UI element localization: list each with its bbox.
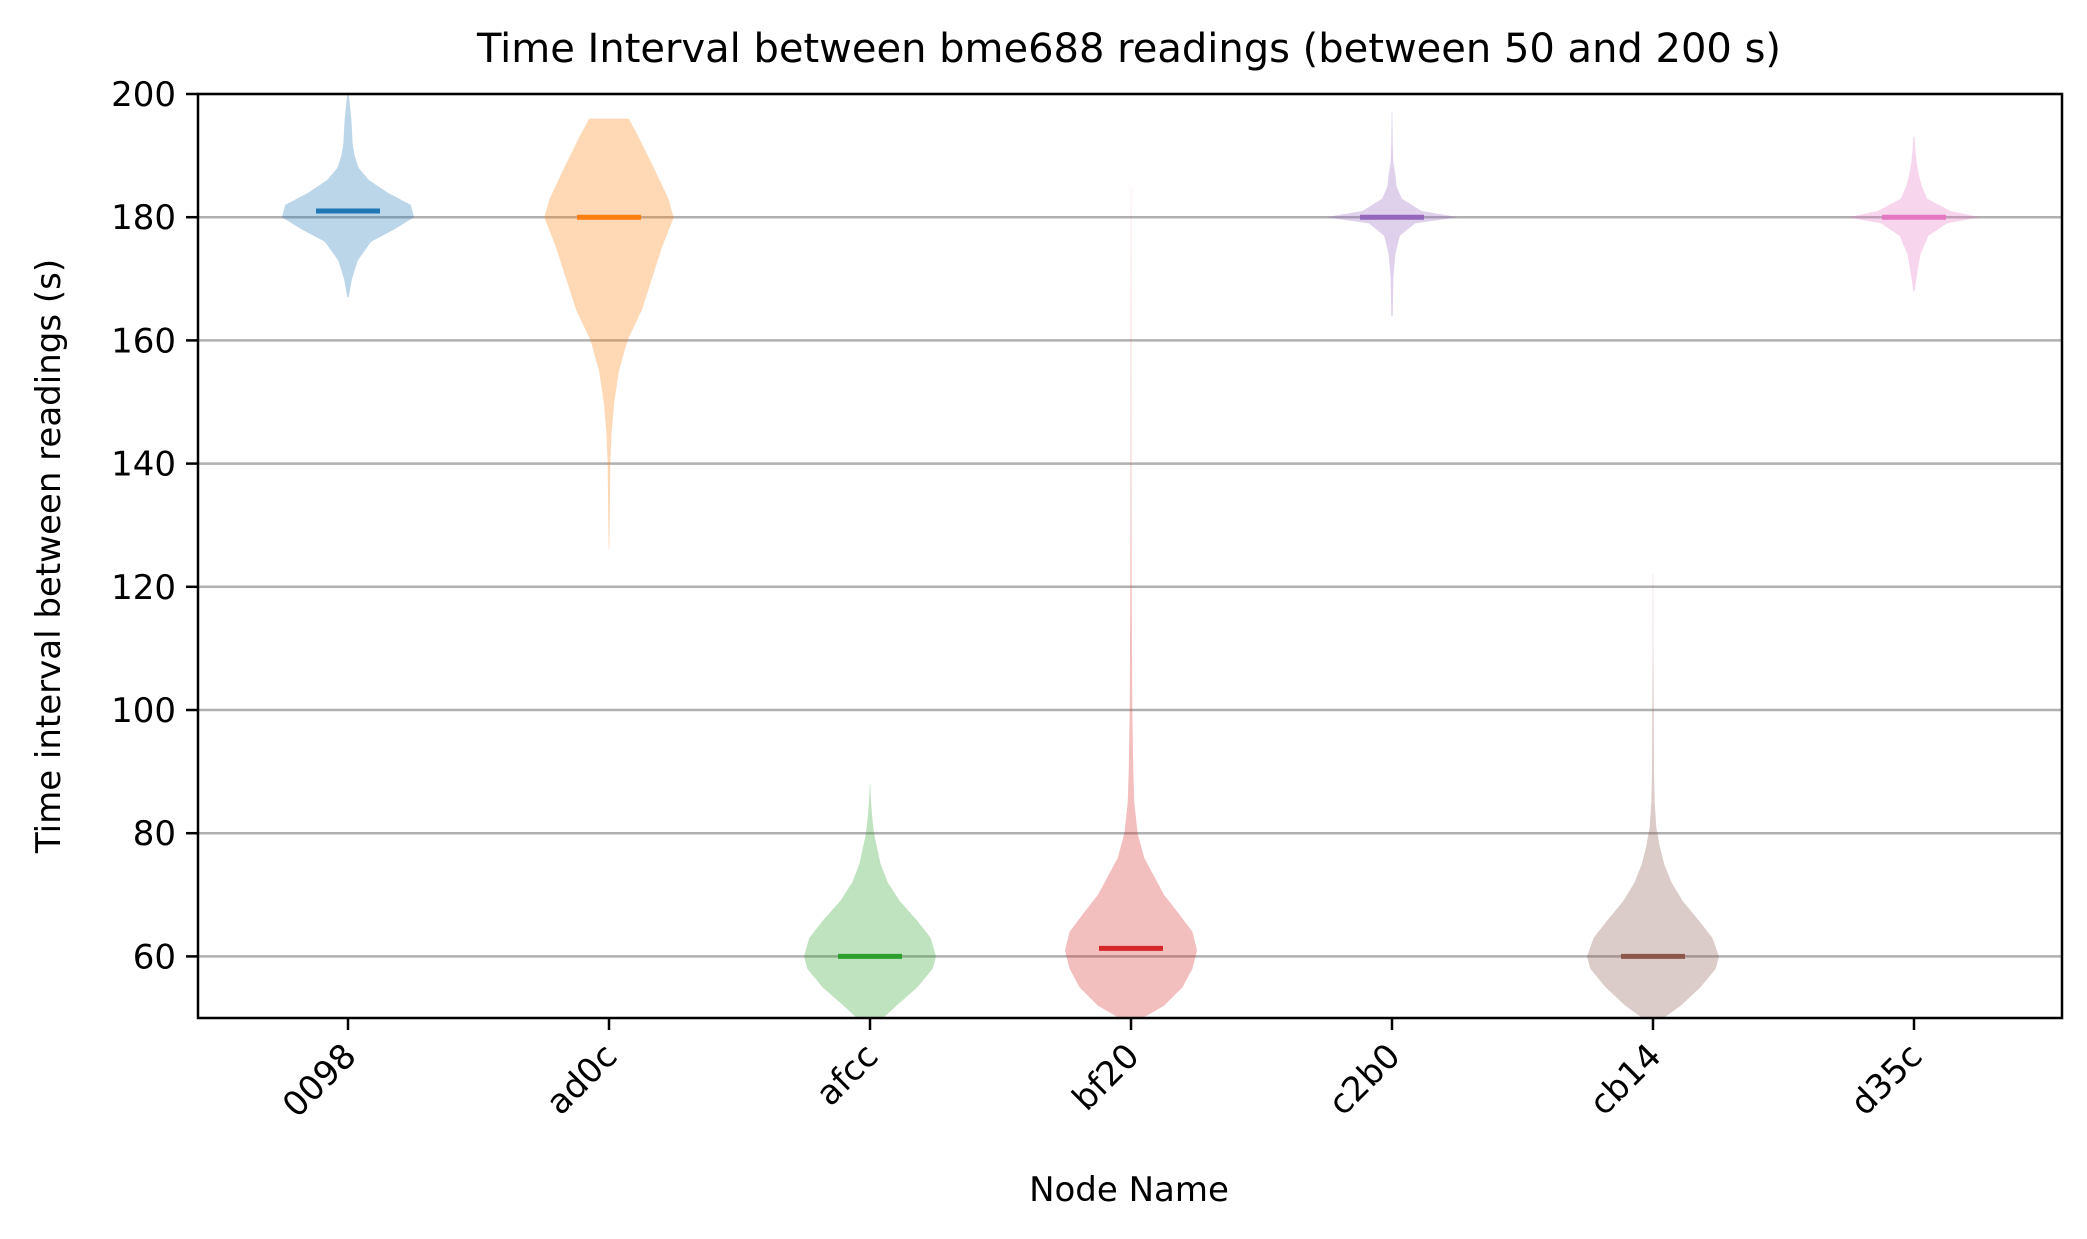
violin-afcc	[804, 783, 936, 1018]
violin-layer	[282, 94, 1980, 1018]
x-axis-label: Node Name	[1029, 1170, 1229, 1210]
violin-cb14	[1587, 574, 1719, 1018]
y-tick-label: 120	[111, 568, 176, 608]
violin-c2b0	[1326, 112, 1458, 316]
y-tick-label: 80	[133, 814, 176, 854]
y-tick-label: 60	[133, 937, 176, 977]
y-axis: 60 80 100 120 140 160 180 200	[111, 75, 198, 977]
y-tick-label: 140	[111, 445, 176, 485]
y-tick-label: 200	[111, 75, 176, 115]
y-tick-label: 160	[111, 321, 176, 361]
violin-d35c	[1848, 137, 1980, 292]
median-layer	[316, 208, 1946, 959]
violin-bf20	[1065, 186, 1197, 1018]
y-axis-label: Time interval between readings (s)	[29, 259, 69, 854]
grid-layer	[198, 92, 2062, 958]
y-tick-label: 100	[111, 691, 176, 731]
violin-ad0c	[544, 118, 674, 550]
chart-title: Time Interval between bme688 readings (b…	[476, 26, 1781, 72]
violin-0098	[282, 94, 414, 298]
y-tick-label: 180	[111, 198, 176, 238]
